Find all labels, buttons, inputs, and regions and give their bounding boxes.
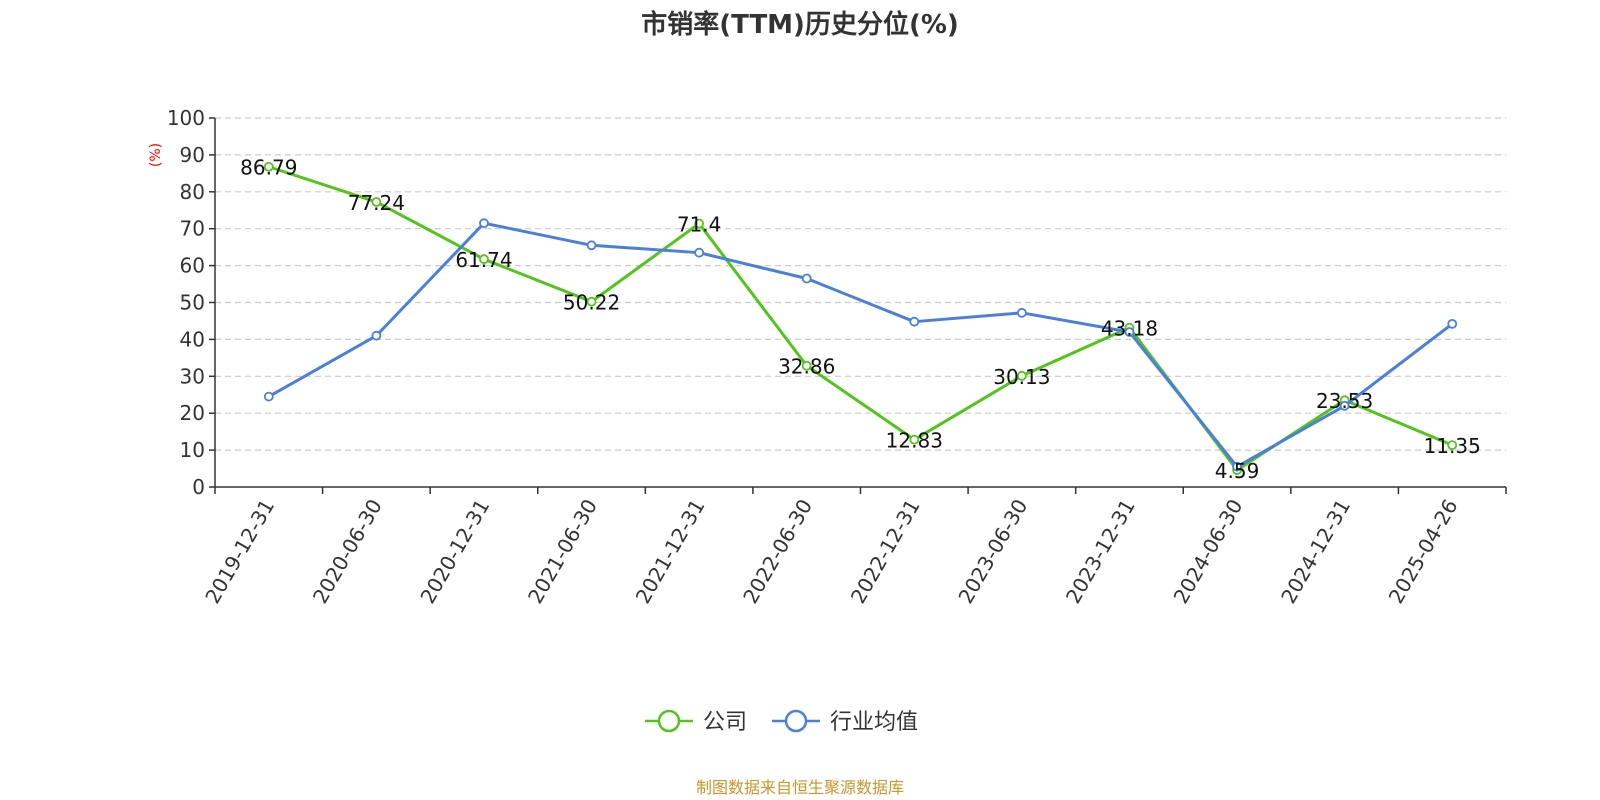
data-label: 4.59 [1215,459,1260,483]
data-label: 30.13 [993,365,1050,389]
data-point[interactable] [479,218,489,229]
data-label: 50.22 [563,291,620,315]
y-tick-label: 40 [180,327,205,351]
data-point[interactable] [1339,400,1350,411]
y-tick-label: 100 [167,106,205,130]
legend-circle-icon [784,709,808,733]
x-tick-label: 2021-06-30 [523,495,602,608]
data-label: 11.35 [1424,434,1481,458]
y-tick-label: 30 [180,364,205,388]
data-label: 23.53 [1316,389,1373,413]
data-point[interactable] [263,161,274,172]
chart-title: 市销率(TTM)历史分位(%) [641,9,959,40]
y-tick-label: 10 [180,438,205,462]
y-axis-unit: (%) [148,143,164,167]
data-point[interactable] [909,434,920,445]
data-point[interactable] [479,254,489,265]
x-tick-label: 2023-12-31 [1061,495,1140,608]
legend-item-0[interactable]: 公司 [645,709,747,735]
legend-circle-icon [657,709,681,733]
x-tick-label: 2025-04-26 [1384,495,1463,608]
x-tick-label: 2020-12-31 [415,495,494,608]
legend-label: 行业均值 [830,710,918,735]
x-tick-label: 2022-12-31 [846,495,925,608]
x-tick-label: 2022-06-30 [738,495,817,608]
data-label: 71.4 [677,213,722,237]
data-point[interactable] [1016,370,1027,381]
legend-label: 公司 [703,710,747,735]
y-tick-label: 70 [180,217,205,241]
data-point[interactable] [371,197,382,207]
data-label: 43.18 [1101,317,1158,341]
x-tick-label: 2021-12-31 [631,495,710,608]
data-label: 61.74 [455,248,512,272]
x-tick-label: 2023-06-30 [953,495,1032,608]
data-point[interactable] [586,240,597,251]
data-label: 12.83 [886,429,943,453]
x-tick-label: 2024-12-31 [1276,495,1355,608]
data-source-note: 制图数据来自恒生聚源数据库 [696,778,904,797]
y-tick-label: 20 [180,401,205,425]
y-tick-label: 50 [180,291,205,315]
data-point[interactable] [909,316,920,327]
data-point[interactable] [801,273,812,284]
data-point[interactable] [371,330,382,341]
data-label: 32.86 [778,355,835,379]
axes: 0 10 20 30 40 50 60 70 80 90 100 2019-12-31 2020-06-… [167,106,1507,608]
data-point[interactable] [694,247,705,258]
series-line-1 [268,221,1454,469]
data-point[interactable] [1124,327,1135,337]
data-point[interactable] [1232,461,1242,472]
x-tick-label: 2020-06-30 [308,495,387,608]
y-tick-label: 80 [180,180,205,204]
data-point[interactable] [1447,440,1458,451]
data-point[interactable] [801,360,812,371]
x-tick-label: 2024-06-30 [1169,495,1248,608]
y-tick-label: 60 [180,254,205,278]
legend-item-1[interactable]: 行业均值 [772,709,918,735]
data-label: 86.79 [240,156,297,180]
data-label: 77.24 [348,191,405,215]
legend[interactable]: 公司 行业均值 [645,709,918,735]
series-line-0 [268,165,1453,472]
y-tick-label: 0 [192,475,205,499]
y-tick-label: 90 [180,143,205,167]
grid-lines [215,117,1506,451]
data-point[interactable] [694,218,705,229]
series-lines [263,161,1458,475]
data-point[interactable] [1447,319,1458,329]
x-tick-label: 2019-12-31 [200,495,279,608]
data-point[interactable] [263,391,274,402]
data-labels: 86.79 77.24 61.74 50.22 71.4 32.86 12.83 30.13 4… [240,156,1481,483]
data-point[interactable] [1016,307,1027,318]
data-point[interactable] [586,296,597,307]
